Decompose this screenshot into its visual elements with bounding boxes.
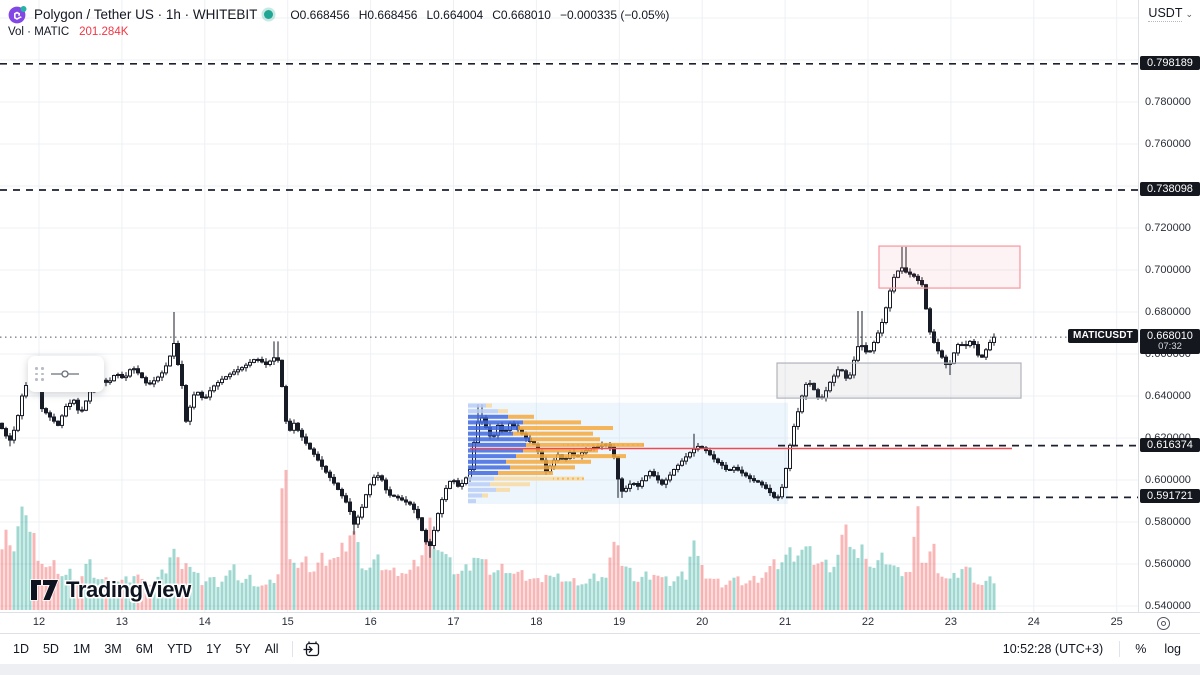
price-axis-label: 0.560000 [1145,557,1191,570]
ohlc-c: C0.668010 [492,7,551,22]
candlestick-chart-canvas[interactable] [0,0,1138,612]
price-level-badge: 0.616374 [1140,437,1200,452]
chevron-down-icon: ⌄ [1185,9,1193,19]
drag-handle-icon[interactable] [35,367,44,381]
grid [0,0,1138,612]
price-level-badge: 0.738098 [1140,181,1200,196]
symbol-legend[interactable]: Polygon / Tether US · 1h · WHITEBIT O0.6… [8,5,669,24]
bottom-toolbar: 1D 5D 1M 3M 6M YTD 1Y 5Y All 10:52:28 (UTC+3) % … [0,633,1200,664]
polygon-logo-icon [8,6,27,24]
volume-value: 201.284K [79,26,129,38]
ohlc-h: H0.668456 [358,7,418,22]
price-axis-label: 0.720000 [1145,221,1191,234]
ohlc-l: L0.664004 [426,7,484,22]
volume-series [0,469,996,610]
symbol-title[interactable]: Polygon / Tether US · 1h · WHITEBIT [34,7,258,22]
range-button-ytd[interactable]: YTD [167,642,193,656]
time-axis-label[interactable]: 18 [530,616,543,628]
market-status-dot[interactable] [264,10,274,19]
volume-profile-rows [468,403,644,504]
price-axis-label: 0.600000 [1145,473,1191,486]
range-button-1m[interactable]: 1M [72,642,91,656]
price-level-badge: 0.798189 [1140,55,1200,70]
time-axis-label[interactable]: 13 [115,616,129,628]
tradingview-watermark: TradingView [30,577,191,603]
price-axis[interactable]: USDT ⌄ 0.780000 0.760000 0.720000 0.700000 0.… [1138,0,1200,612]
range-button-3m[interactable]: 3M [104,642,122,656]
calendar-goto-icon [303,641,319,657]
currency-dropdown[interactable]: USDT ⌄ [1148,6,1193,22]
time-axis-label[interactable]: 23 [944,616,958,628]
volume-legend[interactable]: Vol · MATIC 201.284K [8,26,128,38]
time-axis-label[interactable]: 20 [696,616,709,628]
price-axis-label: 0.680000 [1145,305,1191,318]
price-axis-label: 0.540000 [1145,599,1191,612]
price-axis-label: 0.580000 [1145,515,1191,528]
time-axis-label[interactable]: 21 [778,616,792,628]
footer-strip [0,664,1200,675]
range-button-1y[interactable]: 1Y [206,642,222,656]
tradingview-logo-icon [30,579,60,601]
supply-zone[interactable] [878,245,1021,289]
toolbar-divider [291,641,293,657]
demand-zone[interactable] [776,362,1022,399]
ohlc-o: O0.668456 [290,7,350,22]
timezone-clock-icon[interactable] [1157,617,1170,630]
range-button-1d[interactable]: 1D [13,642,29,656]
toolbar-divider [1119,641,1121,657]
time-axis-label[interactable]: 19 [613,616,626,628]
clock-display[interactable]: 10:52:28 (UTC+3) [1002,642,1104,656]
current-price-badge: 0.668010 07:32 [1140,329,1200,355]
date-range-switcher: 1D 5D 1M 3M 6M YTD 1Y 5Y All [6,639,286,659]
price-axis-label: 0.760000 [1145,137,1191,150]
ohlc-values: O0.668456 H0.668456 L0.664004 C0.668010 [290,8,551,22]
price-level-badge: 0.591721 [1140,489,1200,504]
range-button-6m[interactable]: 6M [135,642,154,656]
floating-drawing-toolbar[interactable] [28,356,104,392]
time-axis-label[interactable]: 24 [1027,616,1040,628]
time-axis-label[interactable]: 25 [1110,616,1123,628]
chart-plot-area[interactable]: Polygon / Tether US · 1h · WHITEBIT O0.6… [0,0,1138,612]
toolbar-right-group: 10:52:28 (UTC+3) % log [993,640,1190,658]
watermark-text: TradingView [66,577,191,602]
symbol-price-tag: MATICUSDT [1068,329,1138,344]
range-button-5y[interactable]: 5Y [235,642,251,656]
time-axis[interactable]: 12 13 14 15 16 17 18 19 20 21 22 23 24 25 [0,612,1200,634]
goto-date-button[interactable] [301,639,322,659]
price-axis-label: 0.700000 [1145,263,1191,276]
percent-scale-button[interactable]: % [1135,642,1147,656]
time-axis-label[interactable]: 16 [364,616,377,628]
log-scale-button[interactable]: log [1164,642,1181,656]
volume-label: Vol · MATIC [8,26,70,38]
price-axis-label: 0.780000 [1145,95,1191,108]
time-axis-label[interactable]: 17 [447,616,460,628]
price-axis-label: 0.640000 [1145,389,1191,402]
range-button-all[interactable]: All [264,642,279,656]
time-axis-label[interactable]: 12 [32,616,46,628]
slider-tool-icon[interactable] [50,369,80,379]
time-axis-label[interactable]: 22 [861,616,875,628]
range-button-5d[interactable]: 5D [42,642,59,656]
time-axis-label[interactable]: 15 [281,616,294,628]
change-value: −0.000335 (−0.05%) [559,7,670,22]
time-axis-label[interactable]: 14 [198,616,211,628]
candles-series [0,246,996,558]
